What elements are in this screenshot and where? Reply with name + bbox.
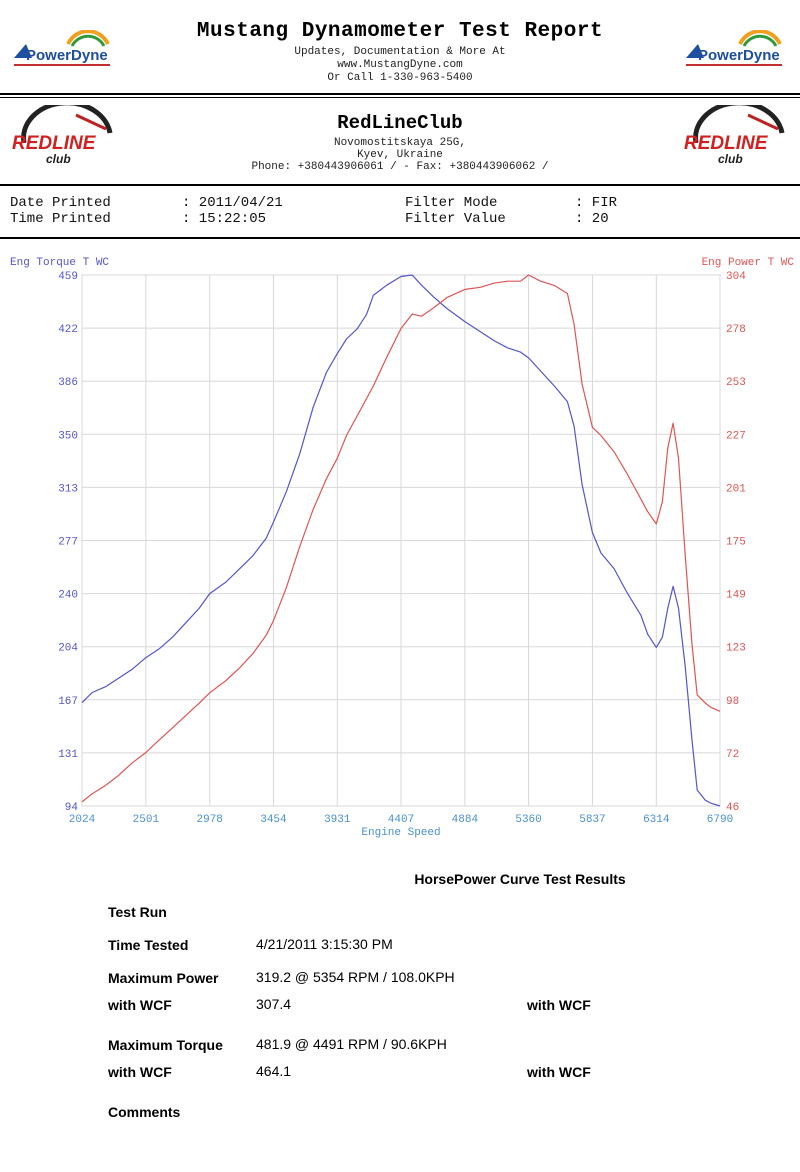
y-right-tick-label: 123: [726, 643, 746, 655]
redline-logo-subtext: club: [46, 152, 71, 166]
y-left-tick-label: 459: [58, 271, 78, 283]
x-tick-label: 6314: [643, 814, 670, 826]
time-tested-value: 4/21/2011 3:15:30 PM: [256, 936, 393, 952]
y-right-tick-label: 98: [726, 696, 739, 708]
torque-curve: [81, 274, 721, 807]
x-tick-label: 2978: [197, 814, 223, 826]
powerdyne-logo-left: PowerDyne: [14, 30, 110, 66]
club-address-city: Kyev, Ukraine: [357, 149, 443, 161]
y-right-tick-label: 72: [726, 749, 739, 761]
y-right-axis-label: Eng Power T WC: [702, 257, 795, 269]
test-run-label: Test Run: [108, 904, 167, 920]
power-wcf-label-secondary: with WCF: [527, 997, 591, 1013]
x-tick-label: 2024: [69, 814, 96, 826]
x-tick-label: 5360: [515, 814, 541, 826]
powerdyne-logo-right: PowerDyne: [686, 30, 782, 66]
redline-logo-right: REDLINE club: [684, 105, 785, 166]
y-right-tick-label: 46: [726, 802, 739, 814]
filter-mode-label: Filter Mode: [405, 195, 498, 211]
club-divider: [0, 184, 800, 186]
date-printed-label: Date Printed: [10, 195, 111, 211]
y-left-tick-label: 277: [58, 537, 78, 549]
torque-wcf-value: 464.1: [256, 1063, 292, 1079]
torque-wcf-label-secondary: with WCF: [527, 1064, 591, 1080]
y-right-tick-label: 304: [726, 271, 746, 283]
max-torque-value: 481.9 @ 4491 RPM / 90.6KPH: [256, 1036, 447, 1052]
filter-value-label: Filter Value: [405, 211, 506, 227]
powerdyne-logo-text: PowerDyne: [698, 47, 780, 64]
x-tick-label: 3931: [324, 814, 351, 826]
x-tick-label: 2501: [133, 814, 160, 826]
filter-mode-value: : FIR: [575, 195, 618, 211]
club-phone-fax: Phone: +380443906061 / - Fax: +380443906…: [251, 161, 549, 173]
header-divider-thin: [0, 97, 800, 98]
time-printed-value: : 15:22:05: [182, 211, 267, 227]
header-phone: Or Call 1-330-963-5400: [327, 72, 473, 84]
header-website: www.MustangDyne.com: [337, 59, 463, 71]
time-printed-label: Time Printed: [10, 211, 111, 227]
x-tick-label: 3454: [260, 814, 287, 826]
y-right-tick-label: 278: [726, 324, 746, 336]
x-tick-label: 4884: [452, 814, 479, 826]
report-title: Mustang Dynamometer Test Report: [196, 20, 604, 43]
y-right-tick-label: 175: [726, 537, 746, 549]
header-divider: [0, 93, 800, 95]
comments-label: Comments: [108, 1104, 181, 1120]
x-axis-label: Engine Speed: [361, 827, 440, 839]
y-right-tick-label: 201: [726, 483, 746, 495]
x-tick-label: 6790: [707, 814, 733, 826]
dyno-chart: 2024 2501 2978 3454 3931 4407 4884 5360 5837 6314…: [10, 257, 795, 839]
club-address-street: Novomostitskaya 25G,: [333, 137, 467, 149]
torque-wcf-label: with WCF: [108, 1064, 172, 1080]
y-left-tick-label: 350: [58, 430, 78, 442]
power-curve: [81, 274, 721, 803]
y-left-tick-label: 422: [58, 324, 78, 336]
info-divider: [0, 237, 800, 239]
max-power-label: Maximum Power: [108, 970, 219, 986]
time-tested-label: Time Tested: [108, 937, 189, 953]
redline-logo-text: REDLINE: [12, 133, 97, 154]
y-left-axis-label: Eng Torque T WC: [10, 257, 109, 269]
redline-logo-text: REDLINE: [684, 133, 769, 154]
x-tick-label: 5837: [579, 814, 605, 826]
date-printed-value: : 2011/04/21: [182, 195, 283, 211]
filter-value-value: : 20: [575, 211, 609, 227]
y-left-tick-label: 94: [65, 802, 79, 814]
header-updates-line: Updates, Documentation & More At: [294, 46, 506, 58]
club-name: RedLineClub: [337, 112, 463, 134]
results-title: HorsePower Curve Test Results: [414, 871, 626, 887]
powerdyne-logo-text: PowerDyne: [26, 47, 108, 64]
power-wcf-label: with WCF: [108, 997, 172, 1013]
max-torque-label: Maximum Torque: [108, 1037, 223, 1053]
y-left-tick-label: 313: [58, 483, 78, 495]
y-left-tick-label: 204: [58, 643, 78, 655]
report-header: PowerDyne PowerDyne Mustang Dynamometer …: [0, 0, 800, 93]
redline-logo-left: REDLINE club: [12, 105, 113, 166]
max-power-value: 319.2 @ 5354 RPM / 108.0KPH: [256, 969, 455, 985]
y-left-tick-label: 131: [58, 749, 78, 761]
y-right-tick-label: 149: [726, 590, 746, 602]
power-wcf-value: 307.4: [256, 996, 292, 1012]
x-tick-label: 4407: [388, 814, 414, 826]
y-right-tick-label: 227: [726, 430, 746, 442]
y-right-tick-label: 253: [726, 377, 746, 389]
y-left-tick-label: 240: [58, 590, 78, 602]
redline-logo-subtext: club: [718, 152, 743, 166]
y-left-tick-label: 386: [58, 377, 78, 389]
y-left-tick-label: 167: [58, 696, 78, 708]
